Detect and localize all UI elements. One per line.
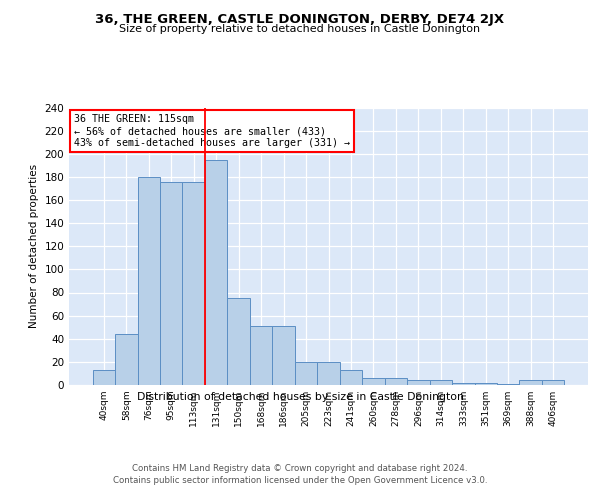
Text: 36, THE GREEN, CASTLE DONINGTON, DERBY, DE74 2JX: 36, THE GREEN, CASTLE DONINGTON, DERBY, … bbox=[95, 12, 505, 26]
Text: 36 THE GREEN: 115sqm
← 56% of detached houses are smaller (433)
43% of semi-deta: 36 THE GREEN: 115sqm ← 56% of detached h… bbox=[74, 114, 350, 148]
Bar bbox=[340, 370, 362, 385]
Bar bbox=[160, 182, 182, 385]
Text: Contains HM Land Registry data © Crown copyright and database right 2024.: Contains HM Land Registry data © Crown c… bbox=[132, 464, 468, 473]
Bar bbox=[475, 382, 497, 385]
Bar bbox=[115, 334, 137, 385]
Bar bbox=[137, 177, 160, 385]
Bar bbox=[295, 362, 317, 385]
Bar bbox=[385, 378, 407, 385]
Bar bbox=[407, 380, 430, 385]
Bar bbox=[92, 370, 115, 385]
Bar bbox=[272, 326, 295, 385]
Bar bbox=[362, 378, 385, 385]
Bar bbox=[497, 384, 520, 385]
Bar bbox=[452, 382, 475, 385]
Bar bbox=[205, 160, 227, 385]
Bar bbox=[182, 182, 205, 385]
Text: Distribution of detached houses by size in Castle Donington: Distribution of detached houses by size … bbox=[137, 392, 463, 402]
Bar bbox=[250, 326, 272, 385]
Text: Size of property relative to detached houses in Castle Donington: Size of property relative to detached ho… bbox=[119, 24, 481, 34]
Bar bbox=[520, 380, 542, 385]
Bar bbox=[317, 362, 340, 385]
Bar bbox=[430, 380, 452, 385]
Y-axis label: Number of detached properties: Number of detached properties bbox=[29, 164, 39, 328]
Text: Contains public sector information licensed under the Open Government Licence v3: Contains public sector information licen… bbox=[113, 476, 487, 485]
Bar bbox=[227, 298, 250, 385]
Bar bbox=[542, 380, 565, 385]
